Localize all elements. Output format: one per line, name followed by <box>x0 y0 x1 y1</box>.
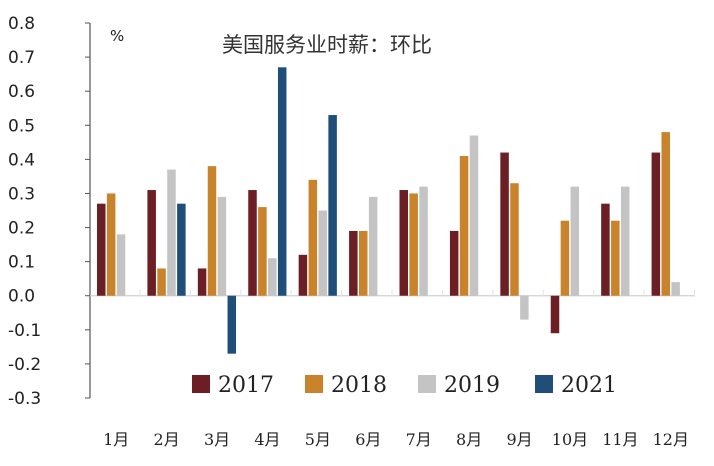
zero-baseline <box>90 289 695 297</box>
bar-2017-9 <box>500 152 509 296</box>
x-tick-label: 11月 <box>602 430 638 449</box>
bar-2017-2 <box>147 190 156 296</box>
bar-2017-5 <box>298 254 308 296</box>
bar-2018-6 <box>358 230 368 296</box>
y-tick-label: 0.6 <box>8 82 35 102</box>
x-tick-label: 8月 <box>456 430 482 449</box>
x-tick-label: 6月 <box>355 430 381 449</box>
bar-2019-12 <box>671 282 680 296</box>
bar-2018-8 <box>459 155 469 296</box>
bar-2017-3 <box>197 268 207 296</box>
legend-label: 2021 <box>561 373 617 398</box>
bar-2019-9 <box>520 295 529 320</box>
x-tick-label: 10月 <box>552 430 588 449</box>
bar-2019-11 <box>620 186 630 296</box>
y-tick-label: -0.2 <box>8 355 41 375</box>
y-tick-label: 0.3 <box>8 184 35 204</box>
bar-2017-11 <box>601 203 610 296</box>
x-tick-label: 12月 <box>653 430 689 449</box>
legend-label: 2017 <box>218 373 274 398</box>
bar-2018-9 <box>510 183 519 296</box>
bar-2019-5 <box>318 210 327 296</box>
legend-swatch-2021 <box>535 375 553 393</box>
bar-2017-1 <box>97 203 106 296</box>
x-tick-label: 2月 <box>154 430 180 449</box>
legend-swatch-2019 <box>418 375 436 393</box>
legend: 2017 2018 2019 2021 <box>192 373 617 398</box>
y-tick-label: 0.7 <box>8 48 35 68</box>
x-axis-labels: 1月 2月 3月 4月 5月 6月 7月 8月 9月 10月 11月 12月 <box>103 430 689 449</box>
bar-2018-3 <box>207 166 217 296</box>
bars <box>97 67 680 354</box>
x-tick-label: 4月 <box>254 430 280 449</box>
y-tick-label: 0.2 <box>8 219 35 239</box>
y-tick-label: 0.0 <box>8 287 35 307</box>
bar-2021-4 <box>277 67 287 296</box>
bar-2019-8 <box>469 135 479 296</box>
legend-label: 2019 <box>444 373 500 398</box>
y-tick-label: 0.1 <box>8 253 35 273</box>
bar-2018-5 <box>308 179 318 296</box>
bar-2017-7 <box>399 190 408 296</box>
bar-2017-12 <box>651 152 661 296</box>
bar-2018-10 <box>560 220 570 296</box>
y-tick-label: 0.4 <box>8 150 35 170</box>
y-unit-label: % <box>110 27 124 45</box>
y-tick-label: -0.1 <box>8 321 41 341</box>
bar-2018-11 <box>611 220 620 296</box>
chart-title: 美国服务业时薪：环比 <box>222 33 432 57</box>
bar-2018-12 <box>661 132 670 296</box>
bar-2019-3 <box>217 196 227 296</box>
x-tick-label: 5月 <box>305 430 331 449</box>
y-axis: 0.8 0.7 0.6 0.5 0.4 0.3 0.2 0.1 0.0 -0.1 -0.2 -0.3 <box>8 14 91 409</box>
bar-2018-7 <box>409 193 418 296</box>
bar-2019-10 <box>570 186 580 296</box>
y-tick-label: -0.3 <box>8 389 41 409</box>
bar-2019-7 <box>419 186 428 296</box>
legend-label: 2018 <box>331 373 387 398</box>
bar-2021-2 <box>177 203 186 296</box>
x-tick-label: 1月 <box>103 430 129 449</box>
y-tick-label: 0.5 <box>8 116 35 136</box>
bar-2021-5 <box>328 115 337 296</box>
x-tick-label: 3月 <box>204 430 230 449</box>
bar-2021-3 <box>227 295 237 354</box>
legend-swatch-2018 <box>305 375 323 393</box>
bar-2017-6 <box>349 230 358 296</box>
bar-2018-1 <box>106 193 116 296</box>
bar-2019-2 <box>167 169 176 296</box>
bar-2017-10 <box>550 295 560 334</box>
bar-2019-6 <box>368 196 378 296</box>
x-tick-label: 7月 <box>406 430 432 449</box>
bar-2019-1 <box>116 234 126 296</box>
bar-2018-4 <box>258 207 267 296</box>
bar-2019-4 <box>268 258 277 296</box>
x-tick-label: 9月 <box>506 430 532 449</box>
bar-2018-2 <box>157 268 166 296</box>
bar-2017-4 <box>248 190 257 296</box>
legend-swatch-2017 <box>192 375 210 393</box>
y-tick-label: 0.8 <box>8 14 35 34</box>
bar-2017-8 <box>449 230 459 296</box>
